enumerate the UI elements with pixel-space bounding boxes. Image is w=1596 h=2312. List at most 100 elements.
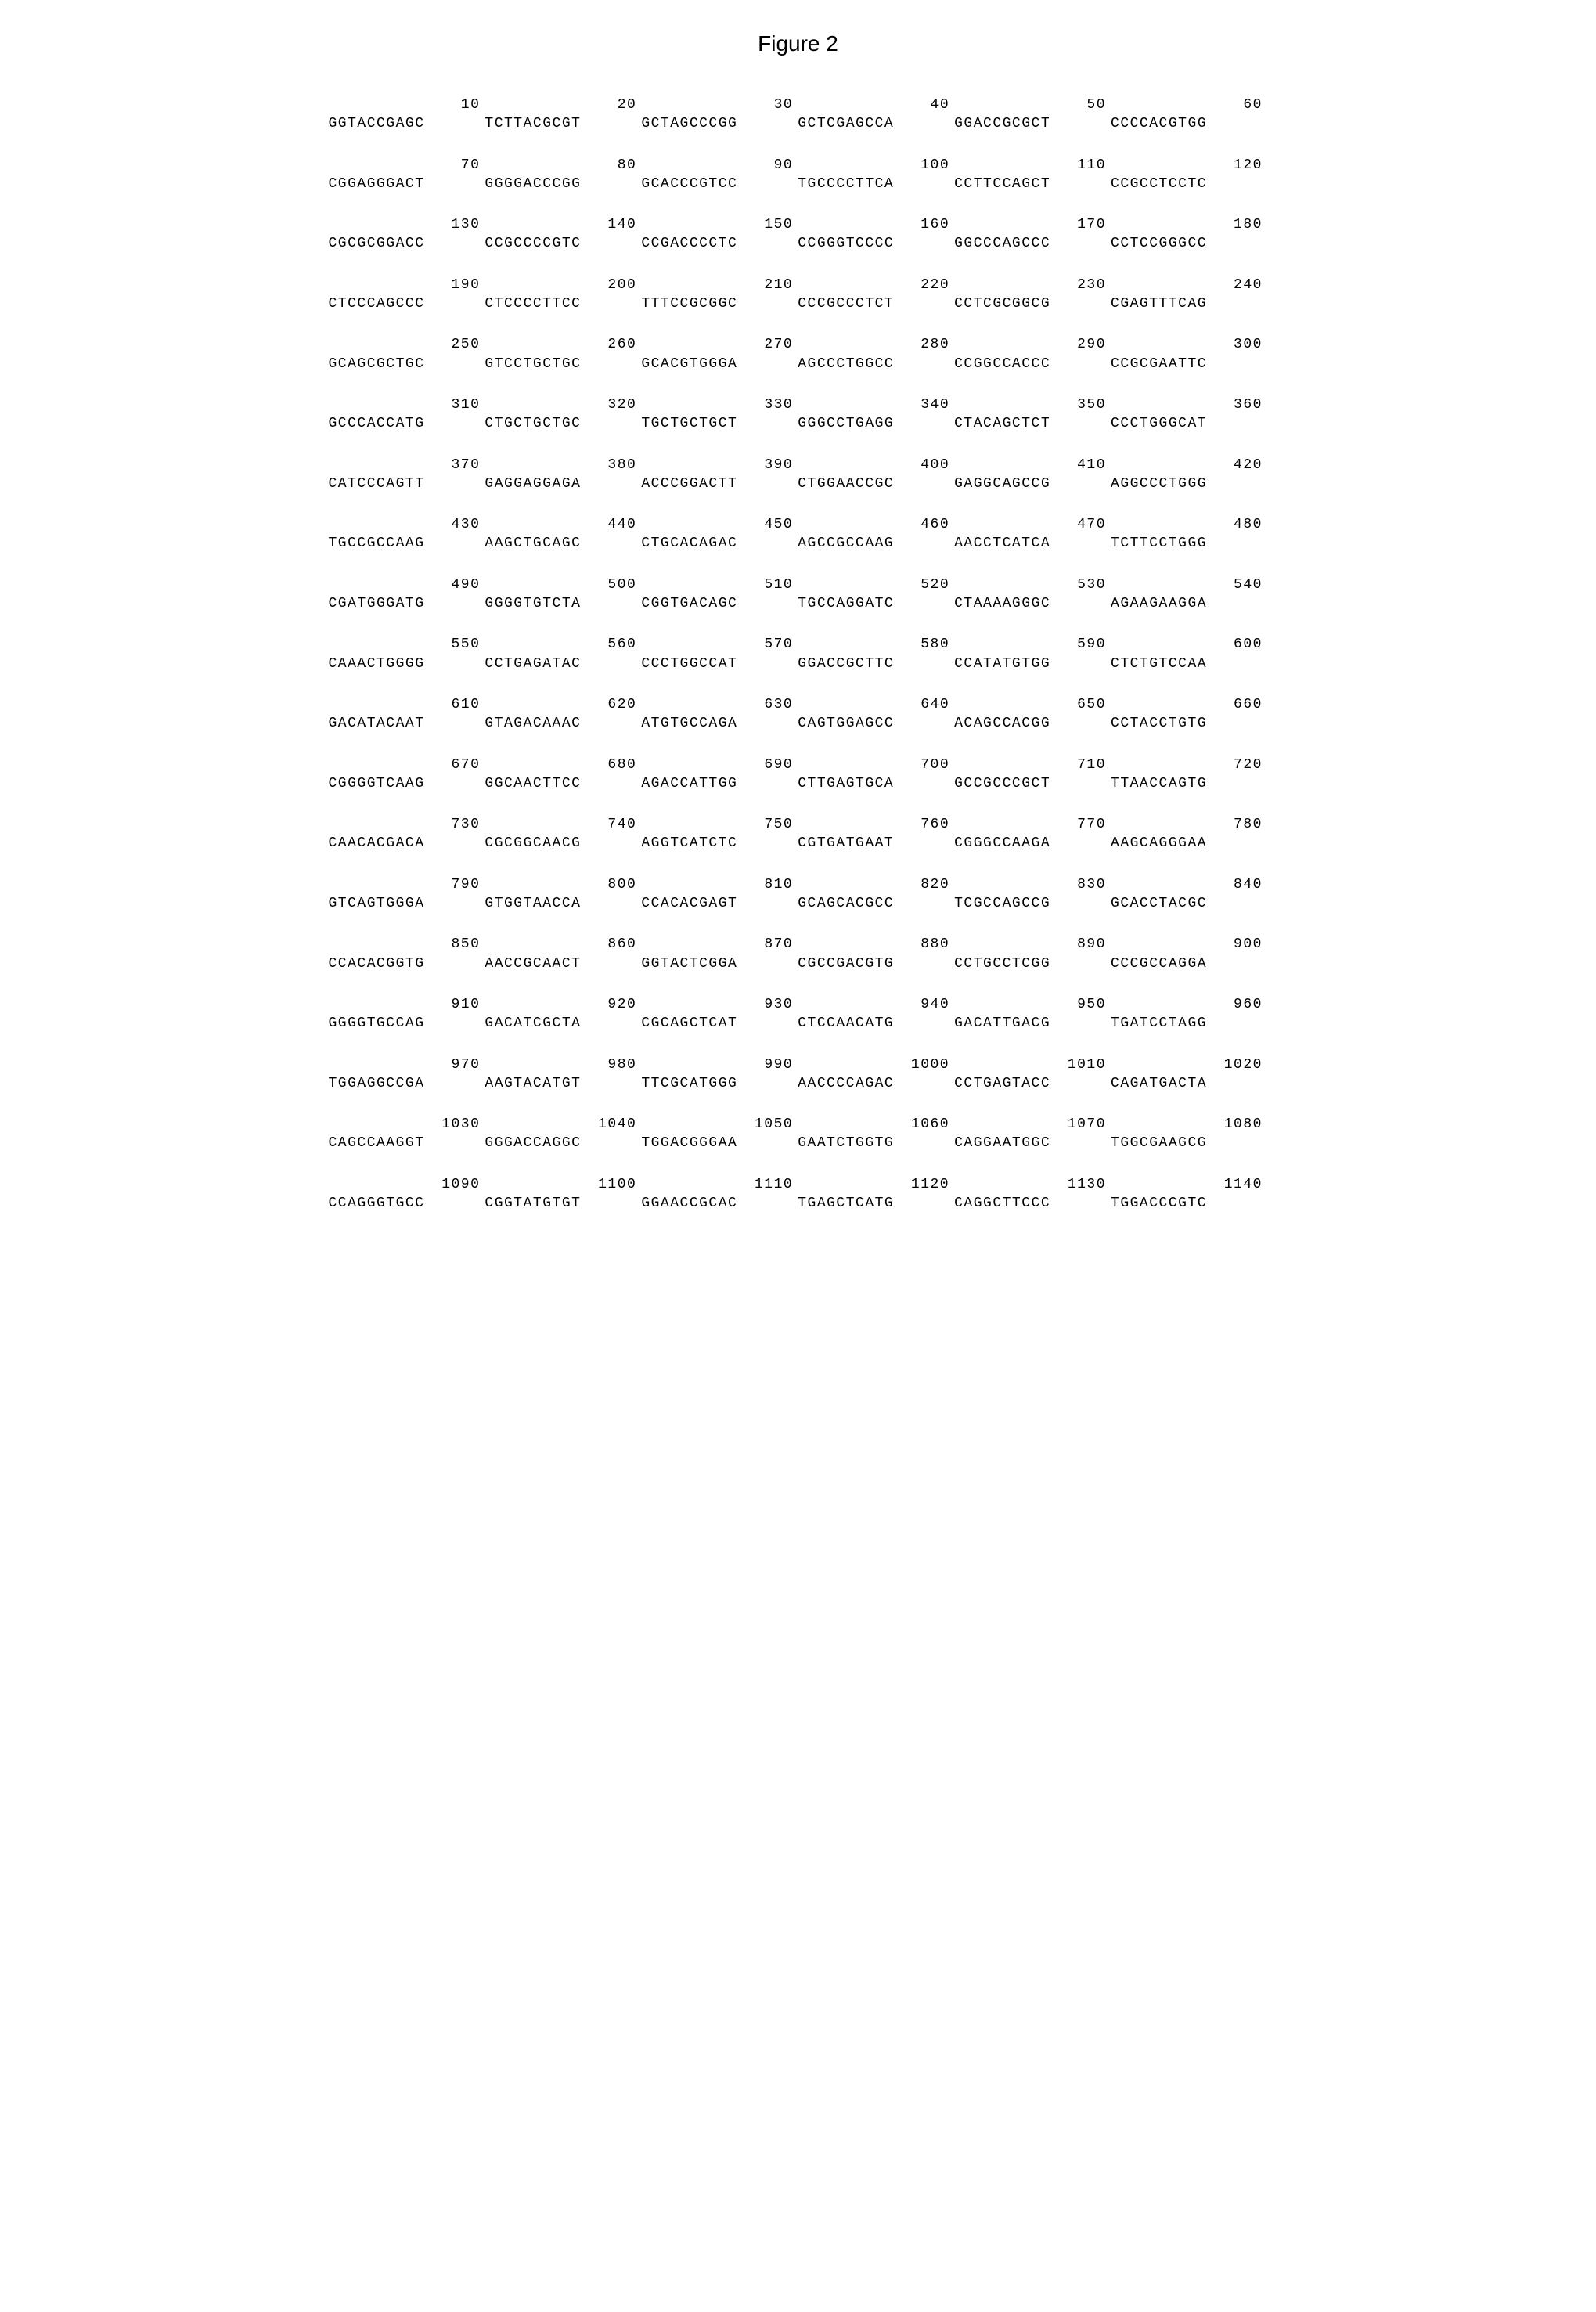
- position-number: 620: [485, 695, 641, 714]
- sequence-group: CGATGGGATG: [329, 594, 485, 613]
- position-number: 330: [641, 395, 798, 414]
- sequence-group: TGAGCTCATG: [798, 1194, 954, 1213]
- sequence-block: 970980990100010101020TGGAGGCCGAAAGTACATG…: [329, 1055, 1268, 1094]
- position-number: 890: [954, 935, 1111, 954]
- position-ruler: 490500510520530540: [329, 575, 1268, 594]
- sequence-group: AACCGCAACT: [485, 954, 641, 973]
- sequence-group: CCCGCCAGGA: [1111, 954, 1267, 973]
- sequence-group: GGGGTGTCTA: [485, 594, 641, 613]
- position-number: 260: [485, 335, 641, 354]
- position-number: 680: [485, 756, 641, 774]
- sequence-block: 430440450460470480TGCCGCCAAGAAGCTGCAGCCT…: [329, 515, 1268, 554]
- position-number: 10: [329, 96, 485, 114]
- position-number: 60: [1111, 96, 1267, 114]
- position-number: 720: [1111, 756, 1267, 774]
- sequence-row: CCACACGGTGAACCGCAACTGGTACTCGGACGCCGACGTG…: [329, 954, 1268, 973]
- position-number: 70: [329, 156, 485, 175]
- sequence-group: CTAAAAGGGC: [954, 594, 1111, 613]
- position-number: 1040: [485, 1115, 641, 1134]
- position-number: 550: [329, 635, 485, 654]
- sequence-group: GTCAGTGGGA: [329, 894, 485, 913]
- sequence-row: GCAGCGCTGCGTCCTGCTGCGCACGTGGGAAGCCCTGGCC…: [329, 355, 1268, 373]
- sequence-group: GAGGCAGCCG: [954, 474, 1111, 493]
- sequence-group: CTCCAACATG: [798, 1014, 954, 1033]
- sequence-group: GGGCCTGAGG: [798, 414, 954, 433]
- position-number: 1010: [954, 1055, 1111, 1074]
- sequence-group: GGGGACCCGG: [485, 175, 641, 193]
- position-number: 80: [485, 156, 641, 175]
- position-ruler: 730740750760770780: [329, 815, 1268, 834]
- sequence-row: GACATACAATGTAGACAAACATGTGCCAGACAGTGGAGCC…: [329, 714, 1268, 733]
- sequence-group: CGGGGTCAAG: [329, 774, 485, 793]
- position-number: 410: [954, 456, 1111, 474]
- sequence-group: CGCGCGGACC: [329, 234, 485, 253]
- sequence-group: GCTCGAGCCA: [798, 114, 954, 133]
- sequence-group: AACCCCAGAC: [798, 1074, 954, 1093]
- sequence-block: 730740750760770780CAACACGACACGCGGCAACGAG…: [329, 815, 1268, 853]
- position-number: 820: [798, 875, 954, 894]
- sequence-group: AGGTCATCTC: [641, 834, 798, 853]
- sequence-row: CTCCCAGCCCCTCCCCTTCCTTTCCGCGGCCCCGCCCTCT…: [329, 294, 1268, 313]
- position-number: 490: [329, 575, 485, 594]
- position-number: 170: [954, 215, 1111, 234]
- position-ruler: 250260270280290300: [329, 335, 1268, 354]
- position-number: 630: [641, 695, 798, 714]
- sequence-block: 910920930940950960GGGGTGCCAGGACATCGCTACG…: [329, 995, 1268, 1033]
- sequence-group: GTCCTGCTGC: [485, 355, 641, 373]
- position-number: 700: [798, 756, 954, 774]
- position-number: 870: [641, 935, 798, 954]
- position-number: 740: [485, 815, 641, 834]
- position-number: 1060: [798, 1115, 954, 1134]
- sequence-group: ACAGCCACGG: [954, 714, 1111, 733]
- position-number: 1100: [485, 1175, 641, 1194]
- sequence-block: 708090100110120CGGAGGGACTGGGGACCCGGGCACC…: [329, 156, 1268, 194]
- position-number: 990: [641, 1055, 798, 1074]
- sequence-group: CCCGCCCTCT: [798, 294, 954, 313]
- position-number: 810: [641, 875, 798, 894]
- position-number: 930: [641, 995, 798, 1014]
- position-number: 1080: [1111, 1115, 1267, 1134]
- sequence-block: 850860870880890900CCACACGGTGAACCGCAACTGG…: [329, 935, 1268, 973]
- position-number: 850: [329, 935, 485, 954]
- position-number: 390: [641, 456, 798, 474]
- sequence-group: CCTTCCAGCT: [954, 175, 1111, 193]
- sequence-group: AGCCCTGGCC: [798, 355, 954, 373]
- sequence-group: CTCTGTCCAA: [1111, 655, 1267, 673]
- position-number: 1110: [641, 1175, 798, 1194]
- sequence-group: CTGGAACCGC: [798, 474, 954, 493]
- sequence-group: GACATTGACG: [954, 1014, 1111, 1033]
- position-ruler: 850860870880890900: [329, 935, 1268, 954]
- sequence-group: TCTTACGCGT: [485, 114, 641, 133]
- position-number: 20: [485, 96, 641, 114]
- sequence-group: CCTGAGATAC: [485, 655, 641, 673]
- sequence-group: GCACGTGGGA: [641, 355, 798, 373]
- sequence-group: TGATCCTAGG: [1111, 1014, 1267, 1033]
- sequence-group: CAGCCAAGGT: [329, 1134, 485, 1152]
- position-number: 440: [485, 515, 641, 534]
- position-ruler: 670680690700710720: [329, 756, 1268, 774]
- sequence-group: TGGACCCGTC: [1111, 1194, 1267, 1213]
- position-number: 230: [954, 276, 1111, 294]
- sequence-group: GAGGAGGAGA: [485, 474, 641, 493]
- sequence-group: CAGGCTTCCC: [954, 1194, 1111, 1213]
- position-number: 780: [1111, 815, 1267, 834]
- position-number: 1090: [329, 1175, 485, 1194]
- sequence-group: TGCCAGGATC: [798, 594, 954, 613]
- sequence-group: CTGCACAGAC: [641, 534, 798, 553]
- position-ruler: 610620630640650660: [329, 695, 1268, 714]
- sequence-group: GGAACCGCAC: [641, 1194, 798, 1213]
- sequence-group: TCGCCAGCCG: [954, 894, 1111, 913]
- sequence-group: CCGACCCCTC: [641, 234, 798, 253]
- sequence-block: 490500510520530540CGATGGGATGGGGGTGTCTACG…: [329, 575, 1268, 614]
- position-ruler: 430440450460470480: [329, 515, 1268, 534]
- sequence-group: GGGACCAGGC: [485, 1134, 641, 1152]
- position-number: 470: [954, 515, 1111, 534]
- position-number: 50: [954, 96, 1111, 114]
- position-number: 1020: [1111, 1055, 1267, 1074]
- position-number: 840: [1111, 875, 1267, 894]
- position-number: 510: [641, 575, 798, 594]
- sequence-row: CAAACTGGGGCCTGAGATACCCCTGGCCATGGACCGCTTC…: [329, 655, 1268, 673]
- sequence-group: AGGCCCTGGG: [1111, 474, 1267, 493]
- sequence-group: GAATCTGGTG: [798, 1134, 954, 1152]
- sequence-group: GGCCCAGCCC: [954, 234, 1111, 253]
